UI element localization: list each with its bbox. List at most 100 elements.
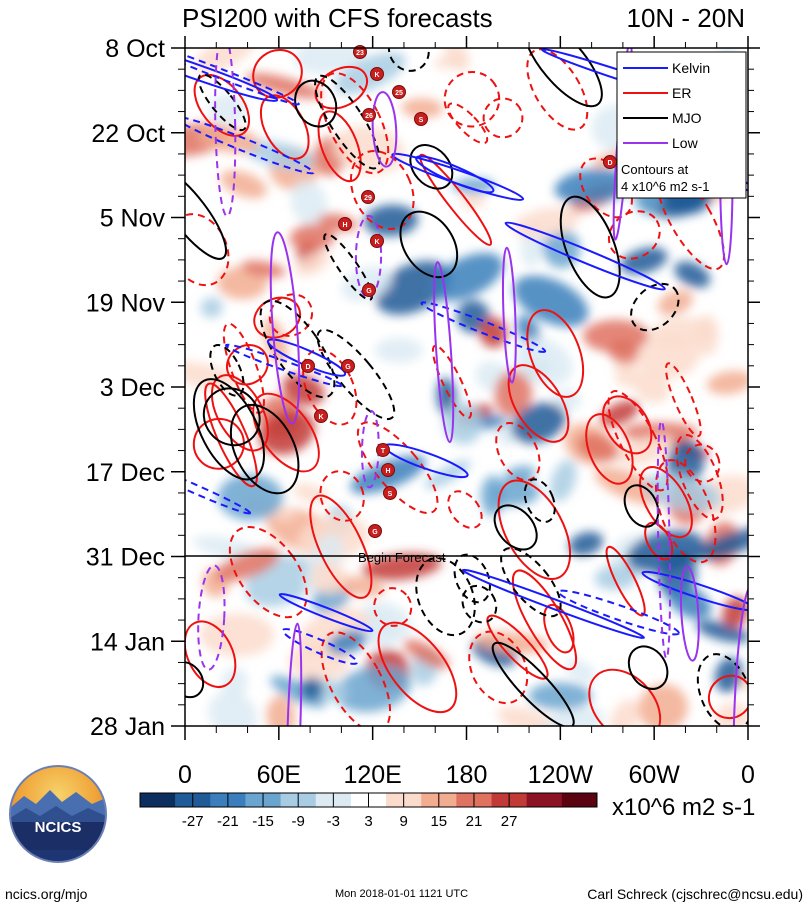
anomaly-patch — [221, 667, 248, 700]
anomaly-patch — [194, 48, 255, 73]
kelvin-contour — [504, 221, 666, 291]
low-contour — [354, 214, 383, 299]
er-contour — [228, 526, 308, 619]
mjo-contour — [627, 645, 669, 690]
x-tick-label: 0 — [741, 761, 755, 789]
storm-marker — [370, 234, 384, 248]
x-tick-label: 120E — [343, 761, 401, 789]
er-contour — [222, 322, 265, 414]
mjo-contour — [259, 299, 336, 399]
wave-contours — [185, 48, 748, 726]
storm-marker — [361, 190, 375, 204]
er-contour — [447, 102, 489, 145]
low-contour — [679, 565, 700, 662]
footer-url: ncics.org/mjo — [5, 886, 88, 902]
anomaly-patch — [208, 94, 248, 124]
anomaly-patch — [292, 483, 329, 504]
storm-marker-label: K — [374, 239, 379, 246]
mjo-contour — [316, 328, 396, 421]
anomaly-patch — [503, 465, 536, 484]
storm-marker-label: G — [366, 288, 372, 295]
anomaly-patch — [241, 260, 286, 278]
y-axis: 8 Oct 22 Oct 5 Nov 19 Nov 3 Dec 17 Dec 31 Dec 1… — [86, 35, 760, 741]
anomaly-patch — [282, 374, 325, 406]
storm-marker-label: K — [374, 72, 379, 79]
er-contour — [252, 392, 320, 473]
anomaly-patch — [512, 207, 581, 239]
kelvin-contour — [420, 301, 547, 353]
storm-marker-label: D — [305, 364, 310, 371]
storm-marker-label: 23 — [356, 50, 364, 57]
anomaly-patch — [637, 335, 700, 379]
colorbar-units: x10^6 m2 s-1 — [612, 794, 755, 821]
anomaly-patch — [706, 370, 748, 395]
mjo-contour — [197, 73, 247, 132]
colorbar-tick-label: -15 — [252, 813, 274, 830]
legend-label-er: ER — [672, 85, 691, 101]
anomaly-patch — [696, 620, 748, 643]
storm-marker — [392, 85, 406, 99]
low-contour — [214, 48, 237, 218]
x-tick-label: 180 — [446, 761, 488, 789]
kelvin-contour — [391, 152, 525, 201]
er-contour — [252, 48, 303, 99]
er-contour — [654, 459, 717, 564]
storm-marker — [338, 217, 352, 231]
colorbar-tick-label: -21 — [217, 813, 239, 830]
anomaly-patch — [374, 337, 423, 363]
colorbar-tick-label: -3 — [327, 813, 340, 830]
anomaly-patch — [568, 531, 604, 556]
kelvin-contour — [461, 568, 645, 639]
anomaly-patch — [594, 564, 638, 591]
anomaly-patch — [513, 275, 589, 327]
anomaly-patch — [638, 683, 688, 726]
footer-timestamp: Mon 2018-01-01 1121 UTC — [335, 888, 468, 900]
storm-marker-label: D — [607, 160, 612, 167]
kelvin-contour — [225, 343, 343, 388]
anomaly-patch — [375, 260, 451, 315]
er-contour — [607, 210, 661, 260]
anomaly-patch — [494, 370, 533, 417]
logo-text: NCICS — [35, 819, 82, 836]
er-contour — [210, 374, 269, 452]
er-contour — [707, 674, 748, 720]
colorbar-swatch — [561, 793, 598, 807]
anomaly-patch — [289, 223, 335, 252]
storm-marker-label: 26 — [365, 113, 373, 120]
kelvin-contour — [278, 593, 374, 633]
footer-author: Carl Schreck (cjschrec@ncsu.edu) — [587, 886, 803, 902]
x-tick-label: 60E — [257, 761, 301, 789]
x-tick-label: 120W — [528, 761, 594, 789]
low-contour — [732, 585, 748, 726]
x-tick-label: 0 — [178, 761, 192, 789]
anomaly-patch — [546, 706, 605, 726]
kelvin-contour — [185, 48, 279, 102]
mjo-contour — [314, 74, 381, 170]
anomaly-patch — [310, 560, 347, 594]
x-axis: 0 60E 120E 180 120W 60W 0 — [178, 36, 755, 789]
storm-marker — [362, 283, 376, 297]
colorbar-tick-label: 15 — [430, 813, 447, 830]
storm-marker-label: H — [385, 468, 390, 475]
storm-marker — [301, 359, 315, 373]
anomaly-patch — [554, 168, 632, 205]
anomaly-patch — [300, 676, 324, 701]
anomaly-patch — [460, 193, 486, 209]
anomaly-patch — [200, 297, 223, 318]
er-contour — [684, 443, 721, 483]
mjo-contour — [185, 166, 228, 260]
colorbar-swatch — [140, 793, 176, 807]
storm-marker — [414, 112, 428, 126]
low-contour — [197, 564, 226, 671]
x-tick-label: 60W — [628, 761, 680, 789]
anomaly-patch — [632, 370, 670, 403]
anomaly-patch — [294, 251, 331, 277]
storm-marker — [376, 443, 390, 457]
legend-box — [616, 51, 747, 199]
anomaly-patch — [565, 659, 596, 684]
storm-marker — [341, 359, 355, 373]
storm-marker-label: G — [372, 529, 378, 536]
er-contour — [349, 149, 415, 230]
ncics-logo: NCICS — [9, 765, 107, 863]
storm-marker-label: G — [345, 364, 351, 371]
